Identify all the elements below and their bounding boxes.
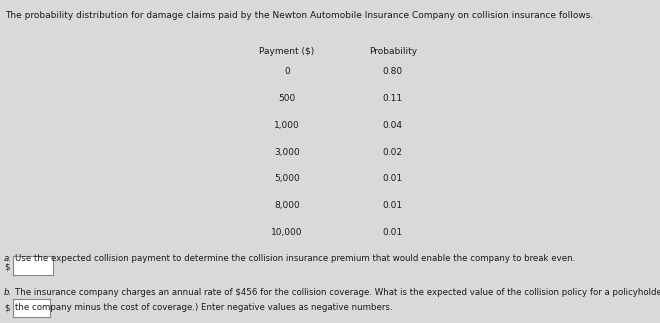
Text: The insurance company charges an annual rate of $456 for the collision coverage.: The insurance company charges an annual … (15, 288, 660, 297)
Text: a.: a. (4, 254, 12, 263)
Text: Probability: Probability (369, 47, 416, 56)
Text: 500: 500 (279, 94, 296, 103)
Text: b.: b. (4, 288, 13, 297)
Text: 0.04: 0.04 (383, 121, 403, 130)
Text: 10,000: 10,000 (271, 228, 303, 237)
Text: 0.01: 0.01 (383, 174, 403, 183)
Text: 0.80: 0.80 (383, 67, 403, 76)
Text: 0.02: 0.02 (383, 148, 403, 157)
Text: 0: 0 (284, 67, 290, 76)
Text: 3,000: 3,000 (274, 148, 300, 157)
Text: 0.01: 0.01 (383, 201, 403, 210)
Text: 1,000: 1,000 (274, 121, 300, 130)
Text: 5,000: 5,000 (274, 174, 300, 183)
Text: 8,000: 8,000 (274, 201, 300, 210)
Text: $: $ (4, 263, 9, 272)
Text: 0.01: 0.01 (383, 228, 403, 237)
Text: The probability distribution for damage claims paid by the Newton Automobile Ins: The probability distribution for damage … (5, 11, 593, 20)
Text: 0.11: 0.11 (383, 94, 403, 103)
Text: the company minus the cost of coverage.) Enter negative values as negative numbe: the company minus the cost of coverage.)… (15, 303, 392, 312)
Text: Use the expected collision payment to determine the collision insurance premium : Use the expected collision payment to de… (15, 254, 575, 263)
Text: Payment ($): Payment ($) (259, 47, 315, 56)
Text: $: $ (4, 304, 9, 313)
